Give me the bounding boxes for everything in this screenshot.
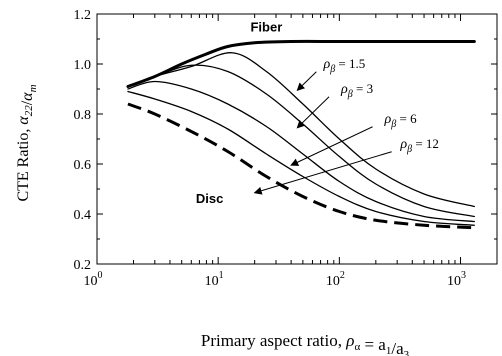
x-tick-label: 102 (326, 270, 345, 289)
y-tick-label: 0.2 (74, 258, 92, 273)
series-group (126, 39, 476, 230)
y-tick-label: 0.4 (74, 208, 92, 223)
series-line-0 (126, 39, 476, 88)
y-tick-label: 0.8 (74, 108, 92, 123)
y-tick-label: 1.0 (74, 58, 92, 73)
y-tick-label: 0.6 (74, 158, 92, 173)
annotation-rho-label: ρβ = 12 (399, 136, 439, 155)
x-tick-label: 103 (447, 270, 466, 289)
x-axis-label: Primary aspect ratio, ρα = a1/a3 (201, 331, 410, 356)
axis-ticks: 0.2 0.4 0.6 0.8 1.0 1.2 100 101 102 103 (74, 8, 497, 289)
annotation-label: Fiber (250, 20, 282, 35)
annotation-label: Disc (196, 191, 223, 206)
annotation-arrow (296, 96, 330, 129)
annotation-arrow (253, 151, 392, 195)
series-line-5 (127, 102, 475, 230)
x-tick-label: 101 (205, 270, 224, 289)
series-line-4 (127, 90, 475, 226)
y-axis-label: CTE Ratio, α22/αm (15, 84, 39, 201)
annotation-arrow (296, 71, 317, 91)
y-tick-label: 1.2 (74, 8, 92, 23)
series-line-3 (127, 80, 475, 223)
annotations-group: Fiber Disc ρβ = 1.5 ρβ = 3 ρβ = 6 ρβ = 12 (196, 20, 439, 206)
annotation-arrow (290, 126, 373, 166)
annotation-rho-label: ρβ = 6 (384, 111, 418, 130)
series-line-1 (127, 52, 475, 208)
series-line-2 (127, 64, 475, 218)
x-tick-label: 100 (84, 270, 103, 289)
axis-labels: CTE Ratio, α22/αm Primary aspect ratio, ρ… (15, 84, 410, 356)
annotation-rho-label: ρβ = 3 (340, 81, 373, 100)
annotation-rho-label: ρβ = 1.5 (322, 56, 365, 75)
